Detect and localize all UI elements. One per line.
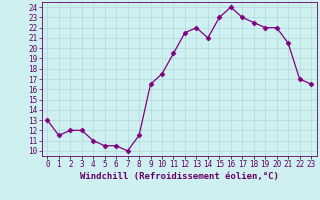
X-axis label: Windchill (Refroidissement éolien,°C): Windchill (Refroidissement éolien,°C)	[80, 172, 279, 181]
